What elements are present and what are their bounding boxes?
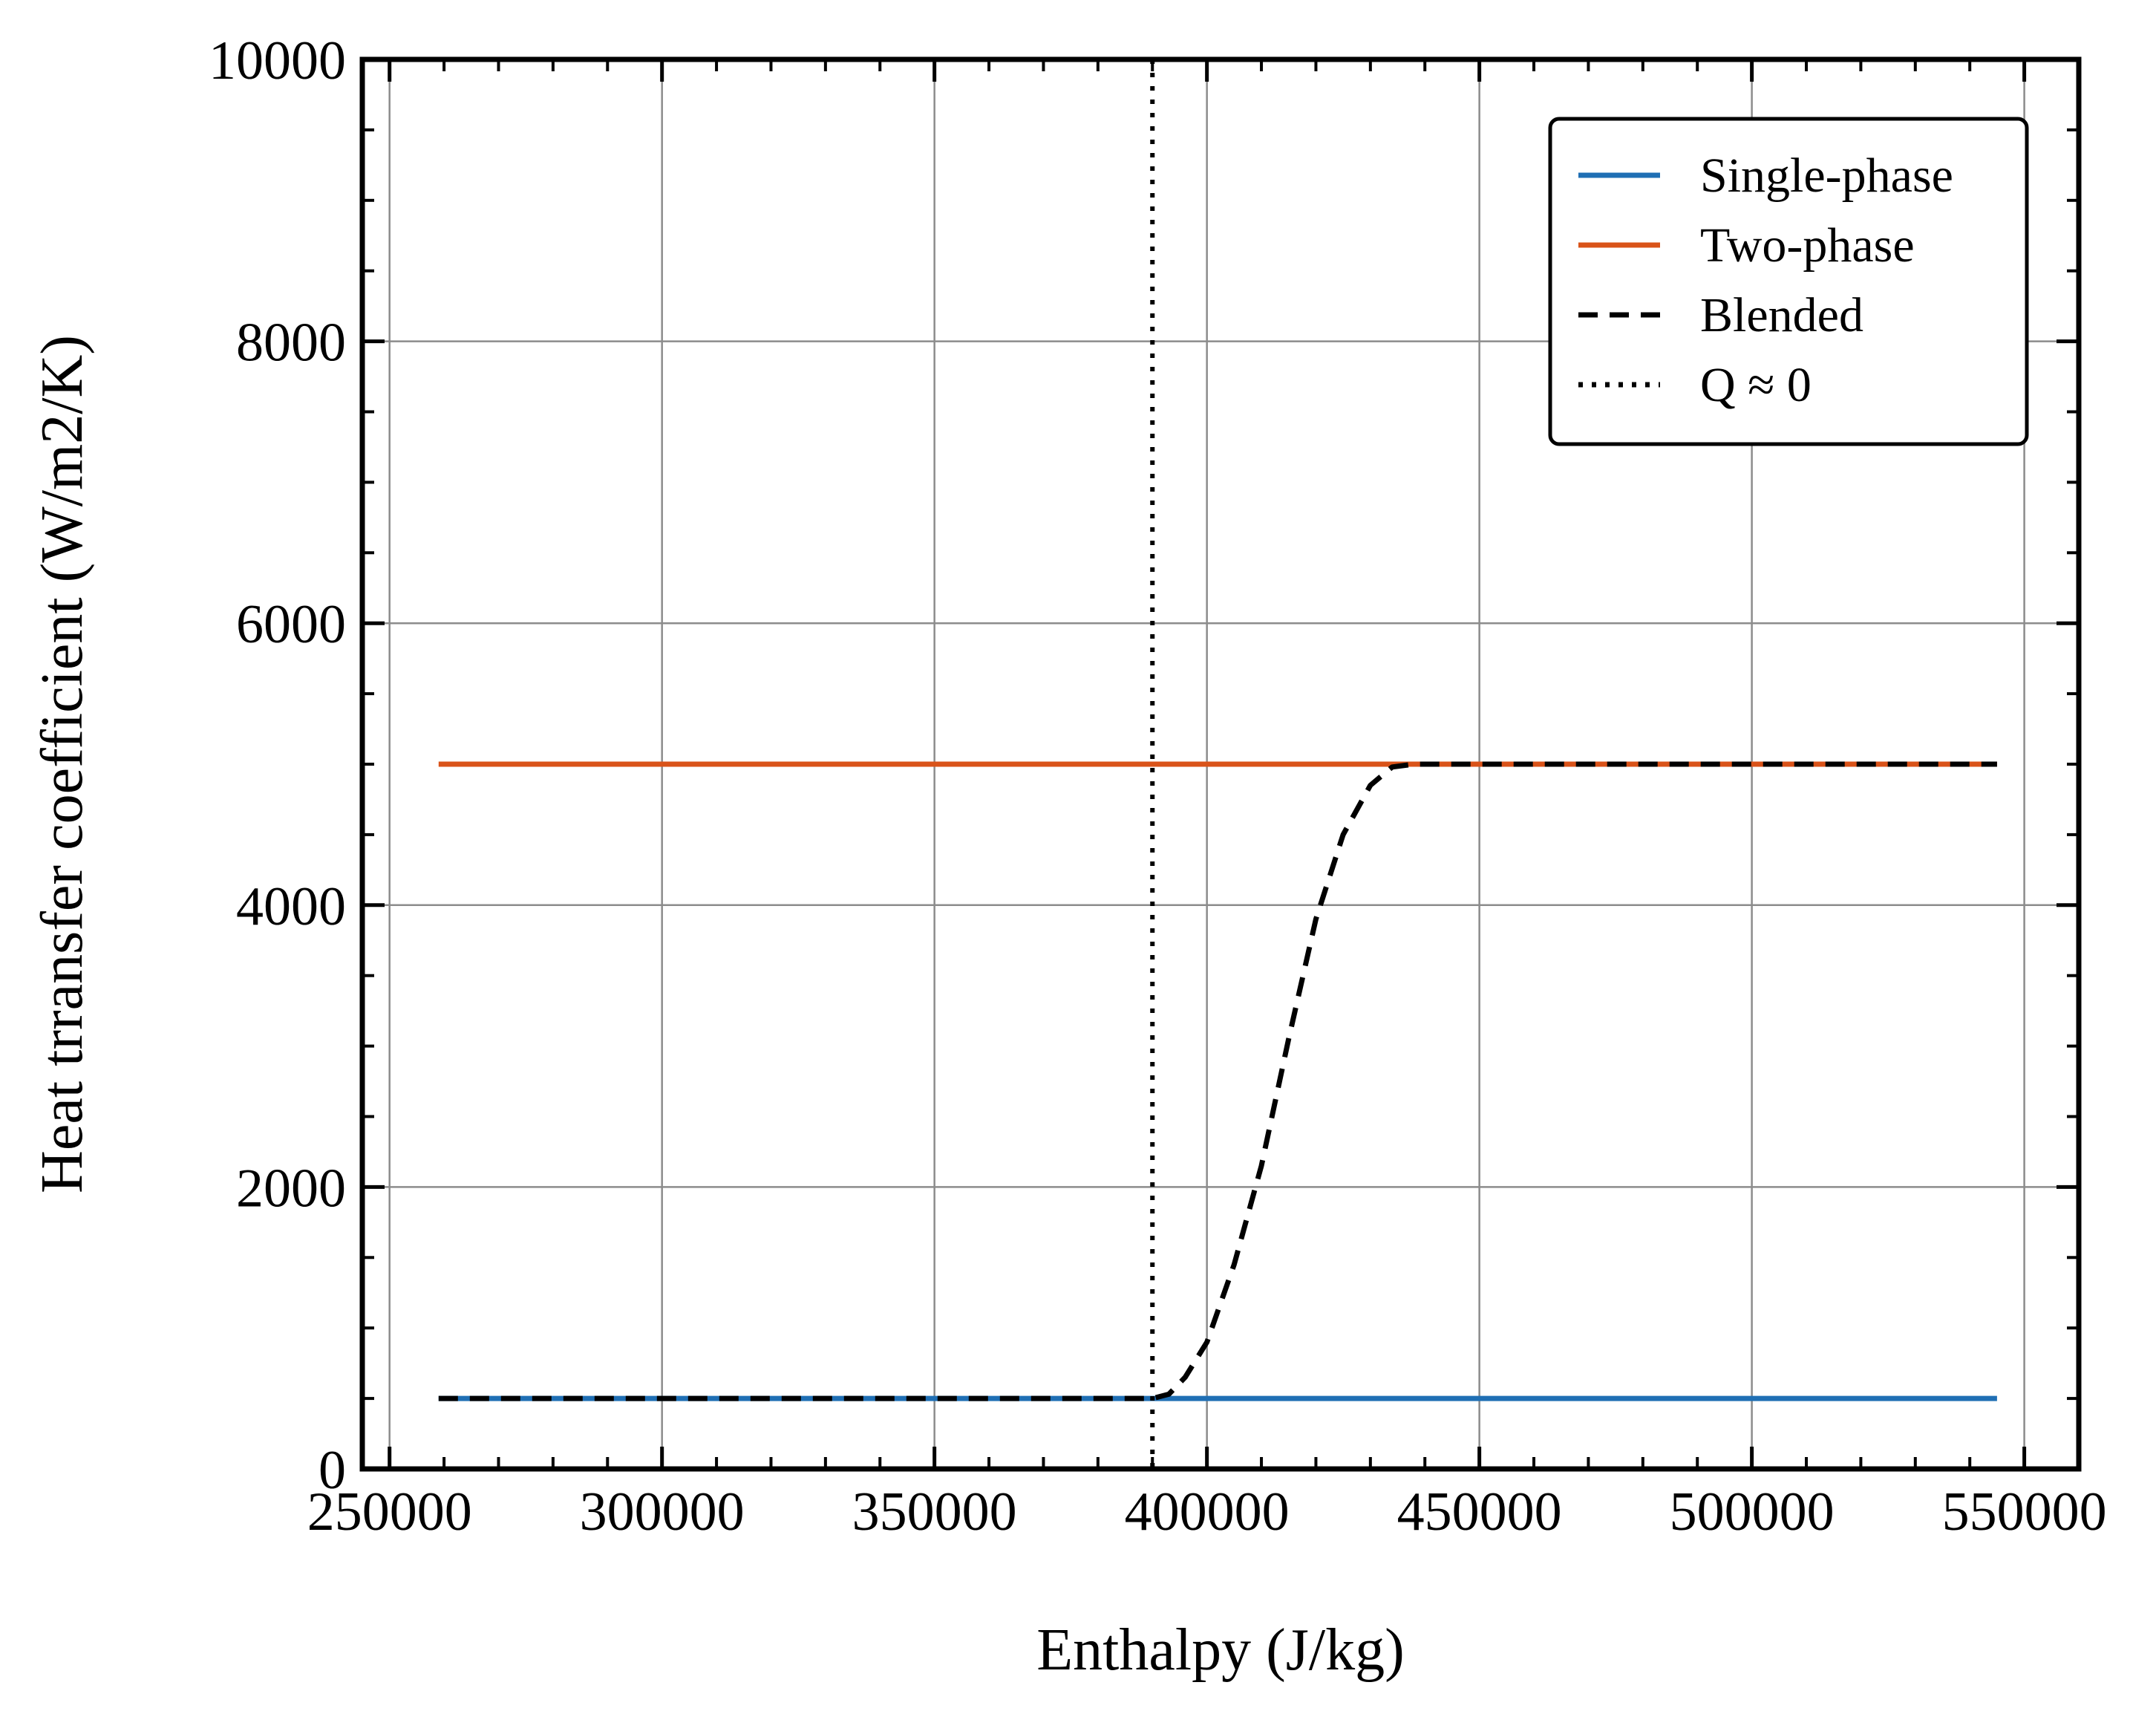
x-tick-label: 350000 (852, 1482, 1017, 1542)
series-line-blended (438, 761, 1997, 1401)
y-tick-label: 10000 (209, 30, 346, 91)
x-tick-label: 400000 (1125, 1482, 1290, 1542)
legend-label-q-zero: Q ≈ 0 (1700, 358, 1812, 412)
y-axis-title: Heat trransfer coefficient (W/m2/K) (30, 335, 95, 1193)
x-tick-label: 250000 (307, 1482, 472, 1542)
x-tick-label: 300000 (580, 1482, 745, 1542)
x-tick-label: 500000 (1670, 1482, 1835, 1542)
ticks (362, 57, 2079, 1471)
y-tick-label: 8000 (236, 313, 346, 374)
series-layer (438, 59, 1997, 1469)
y-tick-label: 4000 (236, 876, 346, 937)
tick-labels: 250000 300000 350000 400000 450000 500000 5500… (209, 30, 2107, 1542)
y-tick-label: 6000 (236, 594, 346, 655)
legend-label-single-phase: Single-phase (1700, 149, 1953, 203)
x-tick-label: 450000 (1397, 1482, 1562, 1542)
legend: Single-phase Two-phase Blended Q ≈ 0 (1548, 117, 2029, 446)
legend-label-two-phase: Two-phase (1700, 218, 1915, 273)
x-tick-label: 550000 (1942, 1482, 2107, 1542)
legend-label-blended: Blended (1700, 288, 1863, 342)
x-axis-title: Enthalpy (J/kg) (1036, 1617, 1404, 1683)
y-tick-label: 0 (318, 1440, 346, 1501)
y-tick-label: 2000 (236, 1158, 346, 1219)
legend-box (1548, 117, 2029, 446)
